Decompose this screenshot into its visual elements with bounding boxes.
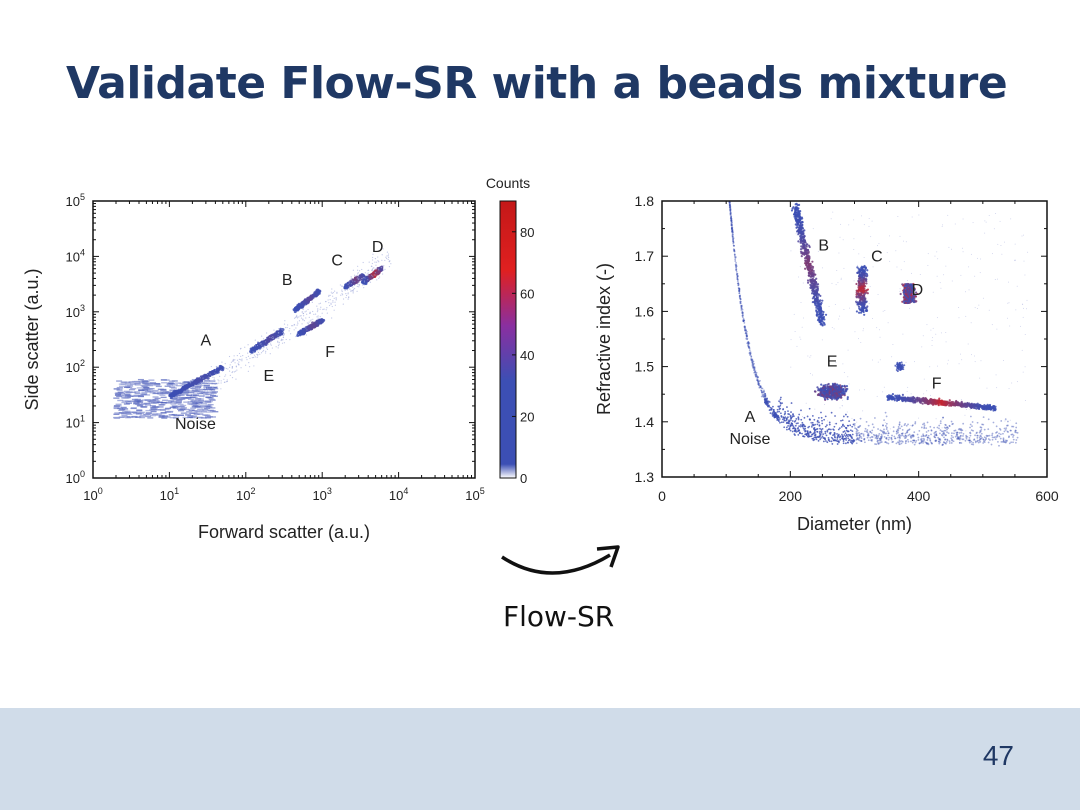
scatter-points: [728, 200, 1029, 447]
diameter-refractive-index-chart: 0 200 400 600 1.3 1.4 1.5 1.6 1.7 1.8 Diameter (nm…: [594, 193, 1059, 534]
x-tick-label: 600: [1035, 488, 1059, 504]
x-axis-title: Diameter (nm): [797, 514, 912, 534]
cluster-noise: [113, 378, 219, 419]
x-tick-label: 101: [160, 486, 179, 503]
cluster-minor: [894, 361, 906, 373]
flow-sr-arrow-icon: [501, 545, 620, 575]
annotation-noise: Noise: [175, 416, 216, 433]
annotation-noise: Noise: [729, 431, 770, 448]
colorbar: [499, 200, 517, 479]
annotation-b: B: [282, 272, 293, 289]
cluster-d: [360, 265, 384, 286]
x-tick-label: 200: [779, 488, 803, 504]
slide-title: Validate Flow-SR with a beads mixture: [66, 58, 1008, 109]
y-tick-label: 104: [66, 247, 85, 264]
annotation-b: B: [818, 238, 829, 255]
annotation-f: F: [932, 376, 942, 393]
annotation-e: E: [263, 368, 274, 385]
cluster-b: [292, 288, 322, 314]
annotation-d: D: [912, 282, 924, 299]
cluster-f: [886, 393, 997, 412]
annotation-a: A: [745, 409, 756, 426]
annotation-f: F: [325, 344, 335, 361]
y-tick-label: 1.5: [635, 359, 655, 375]
annotation-a: A: [201, 332, 212, 349]
left-plot-frame: [92, 200, 476, 479]
y-tick-label: 102: [66, 358, 85, 375]
colorbar-tick-label: 20: [520, 409, 534, 424]
annotation-c: C: [871, 249, 883, 266]
sparse-points: [191, 248, 392, 409]
x-tick-label: 105: [465, 486, 484, 503]
heatmap-points: [113, 248, 392, 419]
y-tick-label: 1.3: [635, 469, 655, 485]
y-tick-label: 1.4: [635, 414, 655, 430]
y-tick-label: 105: [66, 192, 85, 209]
colorbar-tick-label: 0: [520, 471, 527, 486]
cluster-a-noise: [728, 200, 1019, 447]
colorbar-title: Counts: [486, 175, 530, 191]
x-tick-label: 103: [312, 486, 331, 503]
x-tick-label: 100: [83, 486, 102, 503]
annotation-d: D: [372, 239, 384, 256]
y-tick-label: 1.8: [635, 193, 655, 209]
annotation-e: E: [827, 354, 838, 371]
footer-band: [0, 708, 1080, 810]
sparse-points: [790, 211, 1029, 433]
left-axis-ticks: [92, 201, 475, 479]
right-axis-ticks: [661, 200, 1048, 478]
cluster-e: [813, 382, 849, 402]
cluster-d: [899, 282, 919, 305]
cluster-c: [855, 264, 870, 316]
forward-side-scatter-chart: 100 101 102 103 104 105 100 101 102 103 104 105 Forw…: [22, 175, 534, 542]
y-tick-label: 103: [66, 303, 85, 320]
colorbar-tick-label: 40: [520, 348, 534, 363]
x-tick-label: 400: [907, 488, 931, 504]
y-axis-title: Side scatter (a.u.): [22, 268, 42, 410]
y-axis-title: Refractive index (-): [594, 263, 614, 415]
y-tick-label: 1.7: [635, 248, 655, 264]
x-tick-label: 102: [236, 486, 255, 503]
page-number: 47: [982, 740, 1014, 771]
y-tick-label: 100: [66, 469, 85, 486]
flow-sr-label: Flow-SR: [503, 600, 615, 633]
cluster-e: [249, 327, 285, 354]
colorbar-tick-label: 60: [520, 286, 534, 301]
annotation-c: C: [331, 253, 343, 270]
x-tick-label: 104: [389, 486, 408, 503]
x-axis-title: Forward scatter (a.u.): [198, 522, 370, 542]
colorbar-tick-label: 80: [520, 225, 534, 240]
cluster-f: [296, 317, 326, 337]
y-tick-label: 101: [66, 414, 85, 431]
cluster-b: [790, 202, 828, 327]
y-tick-label: 1.6: [635, 303, 655, 319]
x-tick-label: 0: [658, 488, 666, 504]
